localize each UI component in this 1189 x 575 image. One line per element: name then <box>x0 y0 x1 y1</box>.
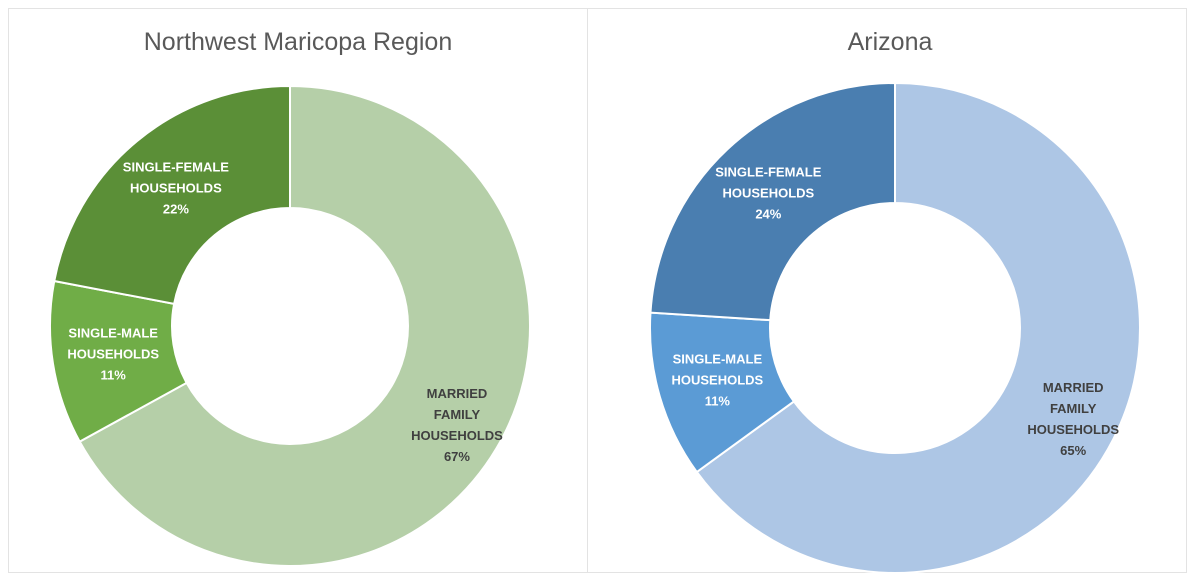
value-label: 67% <box>443 448 470 464</box>
donut-slice <box>53 84 291 306</box>
chart-title: Arizona <box>847 28 933 56</box>
slice-label: SINGLE-MALE HOUSEHOLDS 11% <box>59 323 167 386</box>
slice-label: SINGLE-FEMALE HOUSEHOLDS 22% <box>122 157 230 220</box>
value-label: 22% <box>162 201 189 217</box>
category-label: SINGLE-FEMALE HOUSEHOLDS <box>122 159 229 196</box>
slice-label: MARRIED FAMILY HOUSEHOLDS 67% <box>403 383 511 467</box>
value-label: 24% <box>755 206 782 222</box>
donut-slice <box>649 81 896 322</box>
slice-label: SINGLE-FEMALE HOUSEHOLDS 24% <box>714 162 822 225</box>
slice-label: SINGLE-MALE HOUSEHOLDS 11% <box>663 348 771 411</box>
chart-title: Northwest Maricopa Region <box>143 28 453 56</box>
category-label: SINGLE-FEMALE HOUSEHOLDS <box>715 164 822 201</box>
category-label: MARRIED FAMILY HOUSEHOLDS <box>1027 379 1120 437</box>
value-label: 65% <box>1060 442 1087 458</box>
value-label: 11% <box>704 393 730 409</box>
value-label: 11% <box>100 367 126 383</box>
category-label: SINGLE-MALE HOUSEHOLDS <box>67 325 160 362</box>
category-label: SINGLE-MALE HOUSEHOLDS <box>671 351 764 388</box>
donut-slice <box>695 81 1141 574</box>
donut-slice <box>78 84 531 567</box>
slice-label: MARRIED FAMILY HOUSEHOLDS 65% <box>1019 377 1127 461</box>
category-label: MARRIED FAMILY HOUSEHOLDS <box>411 385 503 443</box>
